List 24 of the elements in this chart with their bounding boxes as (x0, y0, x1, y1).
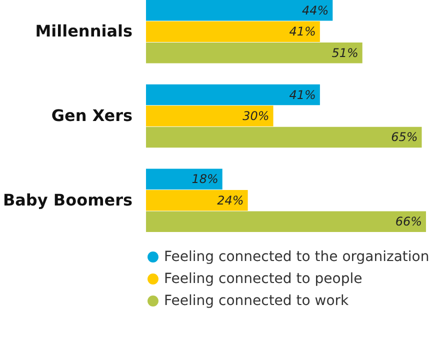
bar (146, 190, 248, 211)
legend-label: Feeling connected to work (164, 293, 350, 309)
data-label: 24% (217, 193, 244, 208)
bar (146, 126, 422, 148)
bar (146, 42, 362, 64)
legend-label: Feeling connected to the organization (164, 249, 430, 265)
bar (146, 0, 333, 21)
bar (146, 21, 320, 42)
bar (146, 211, 426, 232)
data-label: 65% (391, 130, 418, 144)
data-label: 41% (289, 24, 316, 39)
data-label: 44% (302, 3, 329, 18)
data-label: 66% (395, 214, 422, 229)
legend-label: Feeling connected to people (164, 271, 362, 287)
data-label: 30% (242, 109, 270, 123)
bar (146, 168, 222, 190)
y-tick-label: Baby Boomers (2, 190, 132, 210)
data-label: 51% (332, 46, 358, 60)
data-label: 18% (192, 172, 218, 186)
bar (146, 84, 320, 106)
bar (146, 106, 274, 126)
data-label: 41% (289, 88, 316, 102)
y-tick-label: Millennials (35, 22, 132, 41)
y-tick-label: Gen Xers (51, 106, 132, 125)
